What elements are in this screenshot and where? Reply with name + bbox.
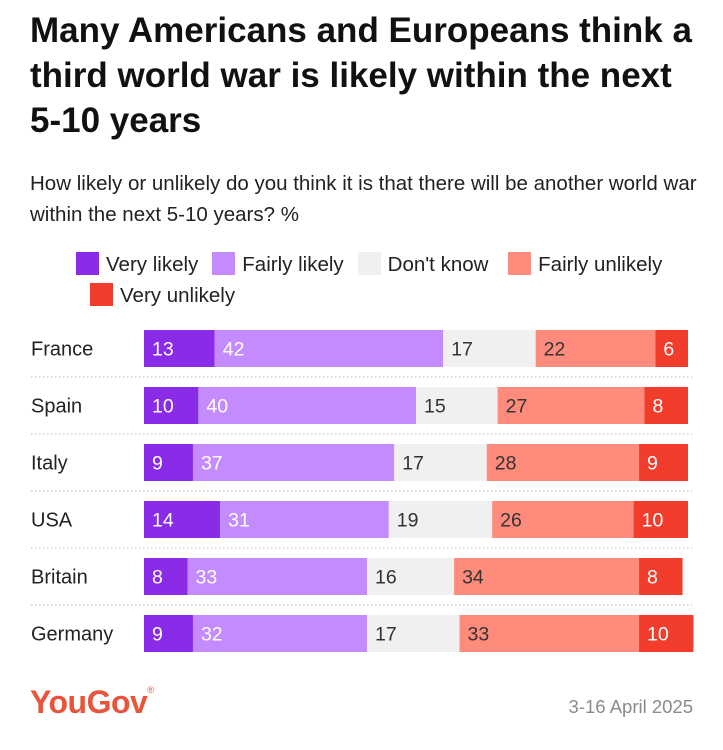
legend: Very likely Fairly likely Don't know Fairl…	[76, 249, 676, 311]
data-label-usa-very-likely: 14	[152, 510, 174, 532]
bar-france-very-likely	[144, 330, 215, 367]
data-label-britain-fairly-unlikely: 34	[462, 567, 484, 589]
bar-usa-very-unlikely	[633, 501, 688, 538]
bar-italy-very-likely	[144, 444, 193, 481]
bar-germany-very-unlikely	[639, 615, 694, 652]
data-label-britain-fairly-likely: 33	[196, 567, 218, 589]
data-label-italy-fairly-unlikely: 28	[495, 453, 517, 475]
data-label-usa-fairly-unlikely: 26	[500, 510, 522, 532]
legend-swatch-fairly-likely	[212, 252, 236, 275]
data-label-spain-very-likely: 10	[152, 396, 174, 418]
bar-france-fairly-likely	[214, 330, 444, 367]
bar-italy-fairly-unlikely	[486, 444, 640, 481]
legend-item-fairly-unlikely: Fairly unlikely	[508, 249, 662, 280]
data-label-britain-very-unlikely: 8	[647, 567, 658, 589]
bar-usa-fairly-unlikely	[492, 501, 634, 538]
legend-swatch-very-likely	[76, 252, 99, 275]
legend-label-very-likely: Very likely	[106, 253, 199, 276]
bar-germany-fairly-likely	[192, 615, 368, 652]
legend-item-very-likely: Very likely	[76, 249, 198, 280]
bar-germany-fairly-unlikely	[459, 615, 640, 652]
data-label-germany-very-likely: 9	[152, 624, 163, 646]
category-label-france: France	[31, 339, 93, 361]
bar-italy-don-t-know	[394, 444, 487, 481]
brand-name: YouGov	[30, 684, 148, 720]
legend-swatch-very-unlikely	[90, 283, 113, 306]
data-label-italy-don-t-know: 17	[402, 453, 424, 475]
data-label-spain-very-unlikely: 8	[652, 396, 663, 418]
bar-britain-fairly-likely	[187, 558, 368, 595]
data-label-britain-don-t-know: 16	[375, 567, 397, 589]
bar-france-fairly-unlikely	[535, 330, 656, 367]
bar-spain-very-likely	[144, 387, 199, 424]
bar-italy-fairly-likely	[192, 444, 395, 481]
data-label-italy-very-unlikely: 9	[647, 453, 658, 475]
bar-spain-very-unlikely	[644, 387, 688, 424]
data-label-germany-fairly-unlikely: 33	[468, 624, 490, 646]
chart-title: Many Americans and Europeans think a thi…	[30, 11, 692, 140]
stacked-bar-chart: France 13 42 17 22 6 Spain 10 40 15 27 8 Italy 9 37 17 2…	[31, 330, 694, 652]
bar-usa-don-t-know	[388, 501, 493, 538]
bar-spain-fairly-unlikely	[497, 387, 645, 424]
legend-item-fairly-likely: Fairly likely	[212, 249, 344, 280]
data-label-italy-very-likely: 9	[152, 453, 163, 475]
chart-subtitle: How likely or unlikely do you think it i…	[30, 172, 697, 226]
data-label-france-fairly-unlikely: 22	[544, 339, 566, 361]
bar-spain-don-t-know	[416, 387, 498, 424]
data-label-italy-fairly-likely: 37	[201, 453, 223, 475]
bar-usa-fairly-likely	[220, 501, 389, 538]
bar-france-very-unlikely	[655, 330, 688, 367]
bar-spain-fairly-likely	[198, 387, 416, 424]
legend-swatch-fairly-unlikely	[508, 252, 532, 275]
category-label-usa: USA	[31, 510, 73, 532]
legend-label-very-unlikely: Very unlikely	[120, 284, 236, 307]
data-label-spain-don-t-know: 15	[424, 396, 446, 418]
data-label-germany-don-t-know: 17	[375, 624, 397, 646]
data-label-usa-don-t-know: 19	[397, 510, 419, 532]
data-label-france-fairly-likely: 42	[223, 339, 245, 361]
bar-britain-very-likely	[144, 558, 188, 595]
legend-label-fairly-unlikely: Fairly unlikely	[538, 253, 663, 276]
legend-label-fairly-likely: Fairly likely	[242, 253, 344, 276]
data-label-france-don-t-know: 17	[451, 339, 473, 361]
bar-italy-very-unlikely	[639, 444, 688, 481]
data-label-france-very-likely: 13	[152, 339, 174, 361]
data-label-spain-fairly-unlikely: 27	[506, 396, 528, 418]
data-label-britain-very-likely: 8	[152, 567, 163, 589]
bar-france-don-t-know	[443, 330, 536, 367]
legend-label-dont-know: Don't know	[387, 253, 489, 276]
category-label-italy: Italy	[31, 453, 68, 475]
bar-usa-very-likely	[144, 501, 221, 538]
bar-britain-don-t-know	[367, 558, 455, 595]
data-label-spain-fairly-likely: 40	[206, 396, 228, 418]
data-label-germany-very-unlikely: 10	[647, 624, 669, 646]
legend-item-dont-know: Don't know	[357, 249, 489, 280]
category-label-britain: Britain	[31, 567, 88, 589]
brand-mark: ®	[147, 685, 154, 695]
bar-germany-very-likely	[144, 615, 193, 652]
category-label-germany: Germany	[31, 624, 113, 646]
data-label-germany-fairly-likely: 32	[201, 624, 223, 646]
category-label-spain: Spain	[31, 396, 82, 418]
data-label-france-very-unlikely: 6	[663, 339, 674, 361]
bar-britain-fairly-unlikely	[454, 558, 640, 595]
legend-item-very-unlikely: Very unlikely	[90, 280, 235, 311]
legend-swatch-dont-know	[357, 252, 381, 275]
bar-germany-don-t-know	[367, 615, 460, 652]
bar-britain-very-unlikely	[639, 558, 683, 595]
data-label-usa-fairly-likely: 31	[228, 510, 250, 532]
survey-date: 3-16 April 2025	[568, 696, 693, 717]
yougov-logo: YouGov®	[30, 684, 154, 721]
data-label-usa-very-unlikely: 10	[642, 510, 664, 532]
